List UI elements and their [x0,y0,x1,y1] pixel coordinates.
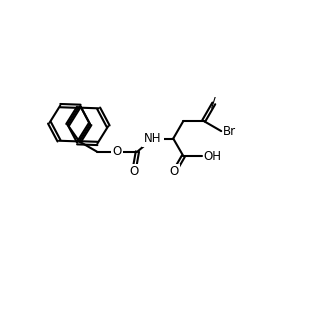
Text: /: / [212,96,216,110]
Text: Br: Br [223,125,236,138]
Text: OH: OH [203,149,221,163]
Text: O: O [170,165,179,179]
Text: O: O [113,145,122,158]
Text: O: O [129,165,139,178]
Text: NH: NH [144,132,162,145]
